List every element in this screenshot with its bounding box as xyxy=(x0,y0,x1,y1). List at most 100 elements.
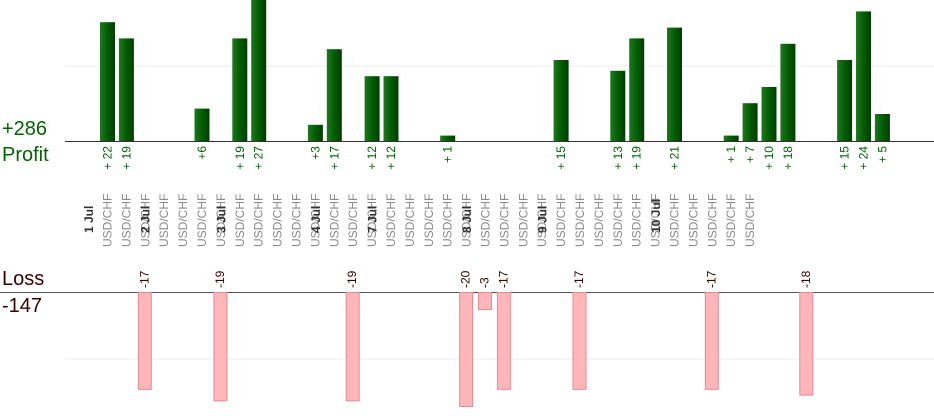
profit-data-label: + 10 xyxy=(762,146,776,170)
instrument-label: USD/CHF xyxy=(743,194,757,247)
instrument-label: USD/CHF xyxy=(252,194,266,247)
instrument-label: USD/CHF xyxy=(611,194,625,247)
instrument-label: USD/CHF xyxy=(724,194,738,247)
loss-bar xyxy=(459,292,474,407)
instrument-label: USD/CHF xyxy=(554,194,568,247)
instrument-label: USD/CHF xyxy=(195,194,209,247)
loss-data-label: -19 xyxy=(345,270,359,288)
profit-bar xyxy=(364,76,380,141)
instrument-label: USD/CHF xyxy=(157,194,171,247)
loss-bar xyxy=(572,292,587,390)
instrument-label: USD/CHF xyxy=(668,194,682,247)
loss-bar xyxy=(496,292,511,390)
loss-label: Loss xyxy=(2,268,45,290)
instrument-label: USD/CHF xyxy=(119,194,133,247)
loss-bar xyxy=(478,292,492,311)
loss-bar xyxy=(704,292,719,390)
instrument-label: USD/CHF xyxy=(535,194,549,247)
instrument-label: USD/CHF xyxy=(441,194,455,247)
loss-data-label: -20 xyxy=(459,270,473,288)
profit-data-label: + 1 xyxy=(441,146,455,163)
profit-bar xyxy=(610,70,626,141)
profit-data-label: + 17 xyxy=(327,146,341,170)
loss-data-label: -17 xyxy=(572,270,586,288)
instrument-label: USD/CHF xyxy=(384,194,398,247)
profit-data-label: + 19 xyxy=(119,146,133,170)
instrument-label: USD/CHF xyxy=(290,194,304,247)
profit-data-label: + 7 xyxy=(743,146,757,163)
profit-total: +286 xyxy=(2,118,48,140)
instrument-label: USD/CHF xyxy=(479,194,493,247)
profit-data-label: + 22 xyxy=(101,146,115,170)
day-label: 3 Jul xyxy=(214,206,228,233)
profit-bar xyxy=(837,60,853,141)
profit-bar xyxy=(874,114,890,141)
profit-bars: + 22 + 19 +6 + 19 + 27 +3 + 17 + 12 + 12 + 1 + 15 +… xyxy=(100,0,890,170)
loss-data-label: -17 xyxy=(137,270,151,288)
profit-label: Profit xyxy=(2,144,49,166)
instrument-label: USD/CHF xyxy=(365,194,379,247)
instrument-label: USD/CHF xyxy=(573,194,587,247)
instrument-label: USD/CHF xyxy=(460,194,474,247)
instrument-label: USD/CHF xyxy=(686,194,700,247)
profit-data-label: + 24 xyxy=(857,146,871,170)
instrument-label: USD/CHF xyxy=(346,194,360,247)
instrument-label: USD/CHF xyxy=(308,194,322,247)
instrument-label: USD/CHF xyxy=(176,194,190,247)
instrument-label: USD/CHF xyxy=(592,194,606,247)
loss-total: -147 xyxy=(2,295,43,317)
profit-bar xyxy=(553,60,569,141)
profit-bar xyxy=(307,124,323,141)
profit-bar xyxy=(232,38,248,141)
profit-bar xyxy=(629,38,645,141)
profit-bar xyxy=(194,108,210,141)
profit-bar xyxy=(118,38,134,141)
loss-data-label: -3 xyxy=(478,277,492,288)
profit-data-label: + 12 xyxy=(365,146,379,170)
day-label: 4 Jul xyxy=(309,206,323,233)
profit-data-label: + 19 xyxy=(630,146,644,170)
profit-bar xyxy=(723,135,739,141)
loss-bar xyxy=(213,292,228,402)
instrument-label: USD/CHF xyxy=(516,194,530,247)
profit-data-label: + 15 xyxy=(554,146,568,170)
profit-bar xyxy=(667,27,682,142)
loss-bar xyxy=(137,292,152,390)
instrument-label: USD/CHF xyxy=(271,194,285,247)
profit-data-label: + 5 xyxy=(875,146,889,163)
day-label: 8 Jul xyxy=(460,206,474,233)
day-label: 2 Jul xyxy=(139,206,153,233)
loss-data-label: -19 xyxy=(213,270,227,288)
instrument-label: USD/CHF xyxy=(214,194,228,247)
loss-data-label: -17 xyxy=(704,270,718,288)
profit-bar xyxy=(856,11,871,142)
profit-data-label: + 15 xyxy=(838,146,852,170)
instrument-label: USD/CHF xyxy=(649,194,663,247)
instrument-label: USD/CHF xyxy=(497,194,511,247)
axis-labels: 1 Jul USD/CHF USD/CHF USD/CHF 2 Jul USD/CHF US… xyxy=(82,194,757,247)
loss-bars: -17 -19 -19 -20 -3 -17 -17 -17 -18 xyxy=(137,270,814,407)
day-label: 9 Jul xyxy=(536,206,550,233)
instrument-label: USD/CHF xyxy=(101,194,115,247)
profit-data-label: + 27 xyxy=(252,146,266,170)
profit-bar xyxy=(251,0,267,142)
profit-data-label: +3 xyxy=(308,146,322,160)
profit-data-label: + 21 xyxy=(668,146,682,170)
instrument-label: USD/CHF xyxy=(403,194,417,247)
profit-bar xyxy=(326,49,342,142)
profit-data-label: + 19 xyxy=(233,146,247,170)
instrument-label: USD/CHF xyxy=(233,194,247,247)
profit-data-label: + 12 xyxy=(384,146,398,170)
day-label: 7 Jul xyxy=(366,206,380,233)
loss-data-label: -17 xyxy=(496,270,510,288)
instrument-label: USD/CHF xyxy=(705,194,719,247)
loss-data-label: -18 xyxy=(799,270,813,288)
loss-bar xyxy=(345,292,360,402)
profit-bar xyxy=(383,76,399,141)
day-label: 10 Jul xyxy=(649,199,663,233)
profit-bar xyxy=(100,22,115,142)
instrument-label: USD/CHF xyxy=(327,194,341,247)
day-label: 1 Jul xyxy=(82,206,96,233)
profit-bar xyxy=(761,87,777,141)
